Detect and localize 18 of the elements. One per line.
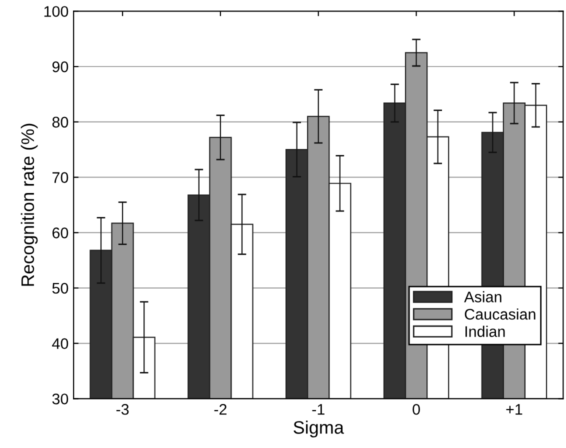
y-tick-label: 40 (52, 338, 68, 350)
y-tick-label: 100 (44, 6, 68, 17)
x-axis-title: Sigma (294, 420, 344, 438)
y-tick-label: 50 (52, 282, 68, 294)
y-tick-label: 30 (52, 394, 68, 404)
x-tick-label: -1 (312, 404, 324, 415)
y-tick-label: 80 (52, 116, 68, 128)
y-tick-label: 60 (52, 228, 68, 238)
y-tick-label: 90 (52, 61, 68, 72)
y-axis-title: Recognition rate (%) (20, 124, 38, 286)
legend-label: Asian (464, 291, 502, 302)
legend-label: Caucasian (464, 308, 536, 320)
x-tick-label: -2 (214, 404, 226, 415)
legend-label: Indian (465, 326, 505, 337)
x-tick-label: 0 (412, 404, 420, 415)
x-tick-label: +1 (506, 404, 522, 415)
x-tick-label: -3 (116, 404, 129, 415)
y-tick-label: 70 (52, 172, 68, 183)
